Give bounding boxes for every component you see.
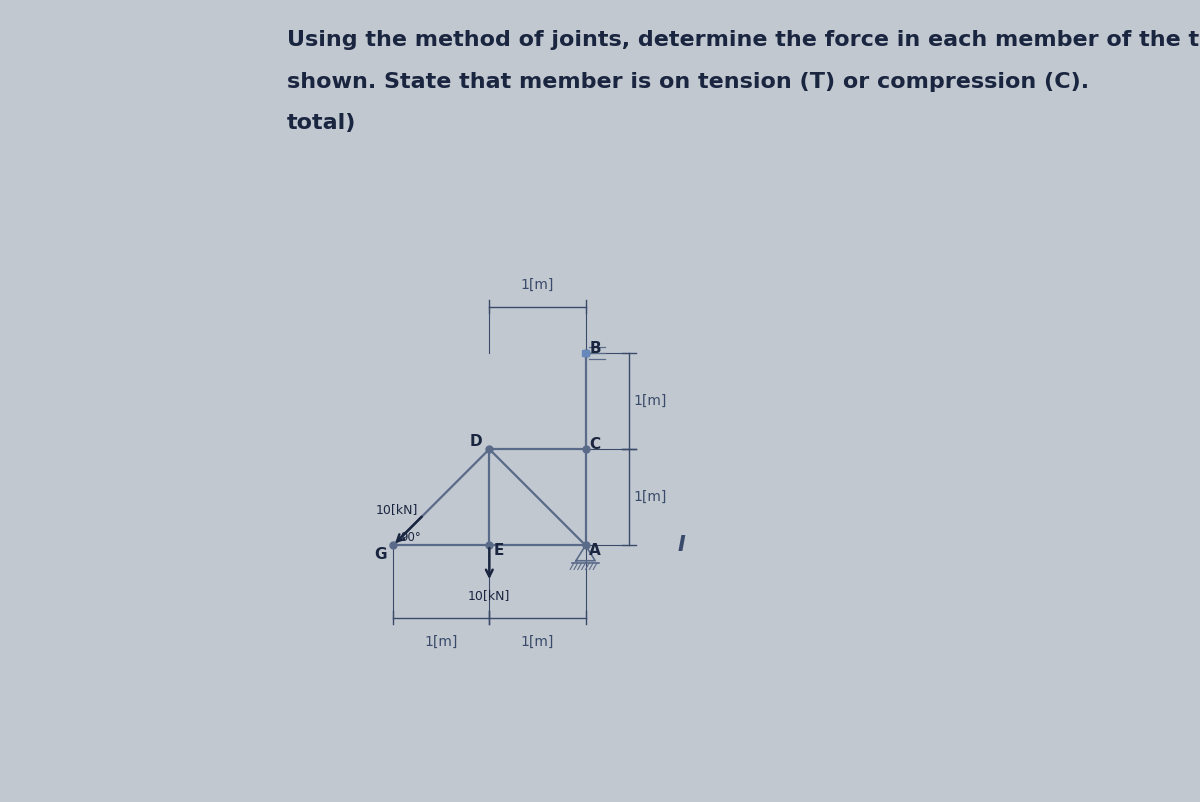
Text: 1[m]: 1[m] (521, 635, 554, 649)
Text: D: D (469, 434, 482, 449)
Text: G: G (374, 548, 386, 562)
Text: 1[m]: 1[m] (634, 490, 667, 504)
Text: 1[m]: 1[m] (521, 278, 554, 292)
Text: shown. State that member is on tension (T) or compression (C).: shown. State that member is on tension (… (287, 72, 1090, 92)
Bar (582, 350, 589, 356)
Text: A: A (589, 543, 601, 557)
Text: total): total) (287, 113, 356, 133)
Text: C: C (589, 437, 601, 452)
Text: 90°: 90° (400, 531, 421, 545)
Text: 1[m]: 1[m] (634, 394, 667, 408)
Text: Using the method of joints, determine the force in each member of the truss: Using the method of joints, determine th… (287, 30, 1200, 51)
Text: B: B (589, 341, 601, 355)
Text: E: E (493, 543, 504, 557)
Text: 10[kN]: 10[kN] (468, 589, 510, 602)
Text: 1[m]: 1[m] (425, 635, 458, 649)
Text: 10[kN]: 10[kN] (376, 504, 418, 516)
Text: I: I (678, 536, 685, 555)
